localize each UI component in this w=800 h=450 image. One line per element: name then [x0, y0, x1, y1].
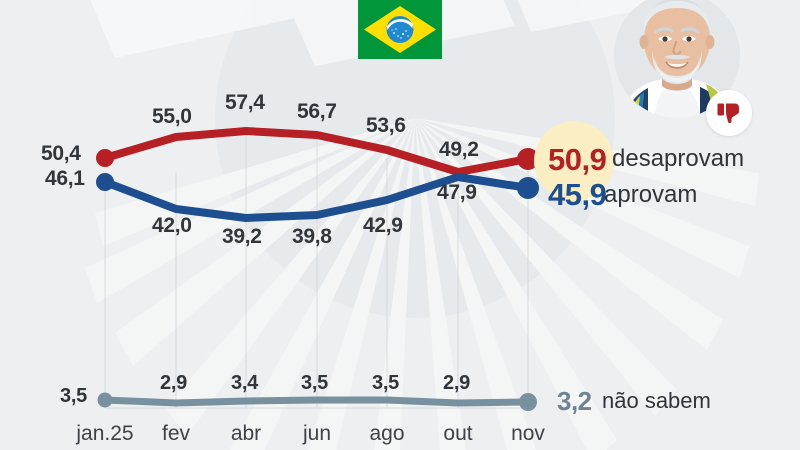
label-nao-sabem-2: 3,4 [231, 372, 258, 394]
marker-desaprovam-end [517, 148, 539, 170]
label-desaprovam-1: 55,0 [152, 105, 192, 128]
end-value-nao-sabem: 3,2 [557, 386, 592, 416]
label-aprovam-4: 42,9 [363, 214, 403, 237]
xtick-6: nov [511, 422, 545, 445]
label-nao-sabem-3: 3,5 [301, 372, 328, 394]
label-desaprovam-5: 49,2 [439, 138, 479, 161]
label-desaprovam-3: 56,7 [297, 100, 337, 123]
label-nao-sabem-0: 3,5 [60, 385, 87, 407]
label-desaprovam-0: 50,4 [41, 142, 81, 165]
marker-aprovam-start [96, 173, 114, 191]
label-nao-sabem-4: 3,5 [372, 372, 399, 394]
legend-label-aprovam: aprovam [604, 181, 698, 208]
gridlines [104, 131, 529, 408]
thumbs-down-badge [706, 90, 752, 136]
end-value-aprovam: 45,9 [548, 177, 607, 212]
marker-nao-sabem-start [97, 392, 113, 408]
label-aprovam-0: 46,1 [45, 167, 85, 190]
xtick-3: jun [302, 422, 332, 445]
label-desaprovam-4: 53,6 [366, 114, 406, 137]
xtick-0: jan.25 [76, 422, 134, 445]
marker-nao-sabem-end [519, 393, 537, 411]
xtick-5: out [443, 422, 473, 445]
label-nao-sabem-1: 2,9 [160, 372, 187, 394]
brazil-flag-icon [358, 0, 442, 59]
legend-label-nao-sabem: não sabem [602, 388, 711, 413]
label-aprovam-3: 39,8 [292, 225, 332, 248]
label-desaprovam-2: 57,4 [225, 91, 265, 114]
marker-desaprovam-start [96, 149, 114, 167]
label-aprovam-1: 42,0 [152, 214, 192, 237]
xtick-4: ago [369, 422, 405, 445]
marker-aprovam-end [517, 177, 539, 199]
label-nao-sabem-5: 2,9 [443, 372, 470, 394]
label-aprovam-5: 47,9 [437, 181, 477, 204]
highlight-circle [534, 121, 614, 201]
label-aprovam-2: 39,2 [222, 225, 262, 248]
series-line-aprovam [101, 173, 532, 222]
series-line-nao-sabem [101, 396, 532, 407]
series-line-desaprovam [101, 127, 532, 176]
xtick-2: abr [230, 422, 262, 445]
thumbs-down-icon [717, 103, 739, 124]
end-value-desaprovam: 50,9 [548, 142, 607, 177]
legend-label-desaprovam: desaprovam [612, 145, 745, 172]
xtick-1: fev [161, 422, 191, 445]
